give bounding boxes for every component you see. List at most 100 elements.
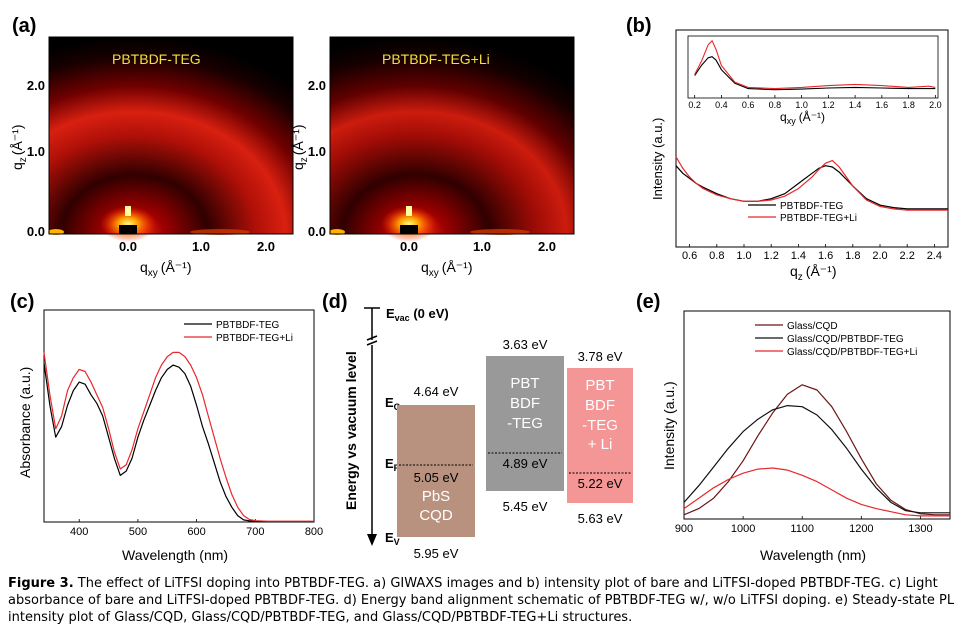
a-right-xtick-2: 2.0 [538,239,556,254]
a-right-xtick-1: 1.0 [473,239,491,254]
c-legend-label-pbtbdf-teg: PBTBDF-TEG [216,320,280,331]
a-left-ytick-1: 1.0 [27,144,45,159]
panel-c-label: (c) [10,291,34,313]
pbtbdf-name-line2: BDF [510,395,540,412]
b-xlabel: qz (Å⁻¹) [790,263,837,283]
b-inset-xtick-label-1-2: 1.2 [822,100,835,110]
a-right-ytick-0: 0.0 [308,224,326,239]
band-block-pbtbdf-teg: 3.63 eV PBT BDF -TEG 4.89 eV 5.45 eV [486,337,564,514]
c-xtick-label-500: 500 [129,526,147,538]
caption-text: The effect of LiTFSI doping into PBTBDF-… [8,576,955,625]
e-xtick-label-1100: 1100 [790,523,814,535]
pbtbdf-name-line3: -TEG [507,415,543,432]
a-left-xlabel: qxy (Å⁻¹) [140,259,192,279]
energy-axis [364,307,380,546]
a-left-ytick-0: 0.0 [27,224,45,239]
c-xtick-label-700: 700 [246,526,264,538]
caption-label: Figure 3. [8,576,74,591]
giwaxs-image-right [329,36,575,242]
d-evac-label: Evac (0 eV) [386,306,449,323]
c-frame [43,309,315,523]
b-inset-xtick-label-0-6: 0.6 [742,100,755,110]
b-inset-xtick-label-1-8: 1.8 [902,100,915,110]
li-top-value: 3.78 eV [578,349,623,364]
b-main-plot: 0.6 0.8 1.0 1.2 1.4 1.6 1.8 2.0 2.2 2.4 PBTBDF-TEG… [675,156,948,262]
pbs-name-line2: CQD [419,507,453,524]
d-ylabel: Energy vs vacuum level [343,351,359,510]
b-legend-label-pbtbdf-teg: PBTBDF-TEG [780,201,844,212]
b-inset-series-pbtbdf-teg [694,56,936,91]
c-series-pbtbdf-teg-li [43,351,314,522]
c-plot: 400 500 600 700 800 PBTBDF-TEG PBTBDF-TEG+Li [43,320,323,538]
b-main-xtick-label-0-6: 0.6 [682,250,697,262]
e-xtick-label-1000: 1000 [731,523,755,535]
b-inset-xtick-label-2-0: 2.0 [929,100,942,110]
b-inset-frame [687,35,939,99]
li-name-line2: BDF [585,397,615,414]
a-left-xtick-2: 2.0 [257,239,275,254]
b-inset-xtick-label-1-4: 1.4 [849,100,862,110]
pbtbdf-name-line1: PBT [510,375,539,392]
b-inset-xtick-label-0-4: 0.4 [715,100,728,110]
a-left-ytick-2: 2.0 [27,78,45,93]
a-left-xtick-1: 1.0 [192,239,210,254]
li-fermi-value: 5.22 eV [578,476,623,491]
b-inset-xlabel: qxy (Å⁻¹) [780,109,825,126]
c-xtick-label-600: 600 [187,526,205,538]
giwaxs-right-title: PBTBDF-TEG+Li [382,51,490,67]
b-frame [675,29,949,248]
e-series-glass-cqd [683,384,950,516]
e-plot: 900 1000 1100 1200 1300 Glass/CQD Glass/CQD/PB… [675,321,950,535]
e-legend-label-glass-cqd-pbtbdf-teg: Glass/CQD/PBTBDF-TEG [787,334,904,345]
c-ylabel: Absorbance (a.u.) [17,367,33,478]
li-name-line4: + Li [588,436,613,453]
pbs-name-line1: PbS [422,488,450,505]
b-inset-series-pbtbdf-teg-li [694,40,936,90]
a-right-xlabel: qxy (Å⁻¹) [421,259,473,279]
pbtbdf-top-value: 3.63 eV [503,337,548,352]
a-right-ylabel: qz(Å⁻¹) [290,124,310,170]
e-legend-label-glass-cqd: Glass/CQD [787,321,838,332]
b-inset-xtick-label-1-6: 1.6 [876,100,889,110]
e-xlabel: Wavelength (nm) [760,547,866,563]
b-inset-plot: 0.2 0.4 0.6 0.8 1.0 1.2 1.4 1.6 1.8 2.0 [688,40,942,110]
b-main-xtick-label-0-8: 0.8 [709,250,724,262]
giwaxs-left-title: PBTBDF-TEG [112,51,201,67]
pbs-top-value: 4.64 eV [414,384,459,399]
b-main-xtick-label-1-0: 1.0 [736,250,751,262]
a-right-xtick-0: 0.0 [400,239,418,254]
band-block-pbtbdf-teg-li: 3.78 eV PBT BDF -TEG + Li 5.22 eV 5.63 e… [567,349,633,526]
panel-d-label: (d) [322,291,348,313]
li-bottom-value: 5.63 eV [578,511,623,526]
b-main-xtick-label-1-4: 1.4 [791,250,806,262]
b-main-xtick-label-2-0: 2.0 [872,250,887,262]
b-ylabel: Intensity (a.u.) [650,118,665,200]
panel-a-label: (a) [12,15,36,37]
a-right-ytick-1: 1.0 [308,144,326,159]
e-ylabel: Intensity (a.u.) [661,381,677,470]
e-legend-label-glass-cqd-pbtbdf-teg-li: Glass/CQD/PBTBDF-TEG+Li [787,347,917,358]
b-inset-xtick-label-0-8: 0.8 [769,100,782,110]
c-xlabel: Wavelength (nm) [122,547,228,563]
e-frame [683,310,951,520]
d-ev-label: EV [385,530,400,547]
e-series-glass-cqd-pbtbdf-teg-li [683,467,950,517]
a-right-ytick-2: 2.0 [308,78,326,93]
b-main-series-pbtbdf-teg-li [675,156,948,211]
li-name-line1: PBT [585,377,614,394]
c-xtick-label-800: 800 [305,526,323,538]
e-xtick-label-900: 900 [675,523,693,535]
b-legend-label-pbtbdf-teg-li: PBTBDF-TEG+Li [780,213,857,224]
pbs-bottom-value: 5.95 eV [414,546,459,561]
band-block-pbs-cqd: 4.64 eV 5.05 eV PbS CQD 5.95 eV [397,384,475,561]
d-ef-label: EF [385,456,400,473]
pbtbdf-fermi-value: 4.89 eV [503,456,548,471]
pbtbdf-bottom-value: 5.45 eV [503,499,548,514]
figure-caption: Figure 3. The effect of LiTFSI doping in… [8,575,958,626]
giwaxs-image-left [48,36,294,242]
e-xtick-label-1300: 1300 [908,523,932,535]
e-xtick-label-1200: 1200 [849,523,873,535]
li-name-line3: -TEG [582,417,618,434]
b-main-xtick-label-2-2: 2.2 [900,250,915,262]
b-main-xtick-label-1-6: 1.6 [818,250,833,262]
